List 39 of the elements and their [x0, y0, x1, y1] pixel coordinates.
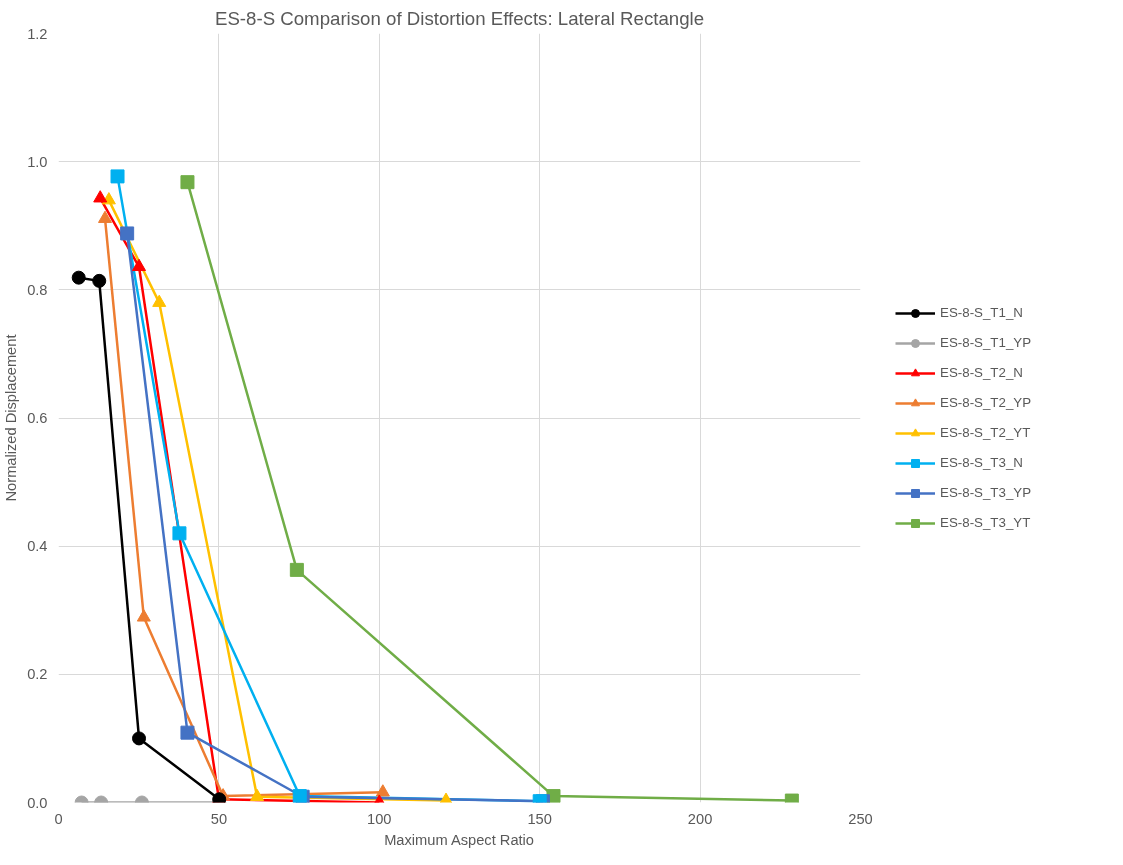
point: [289, 562, 304, 577]
x-axis-title: Maximum Aspect Ratio: [384, 831, 535, 848]
x-tick-label: 0: [54, 810, 63, 827]
point: [250, 788, 265, 801]
x-tick-label: 50: [210, 810, 228, 827]
x-tick-label: 250: [848, 810, 873, 827]
point: [152, 294, 167, 307]
point: [136, 609, 151, 622]
legend-label: ES-8-S_T2_YP: [940, 395, 1032, 410]
point: [71, 270, 86, 285]
point: [172, 526, 187, 541]
point: [110, 169, 125, 184]
point: [92, 273, 107, 288]
point: [180, 175, 195, 190]
point: [132, 258, 147, 272]
y-tick-label: 0.6: [27, 410, 48, 426]
point: [180, 725, 195, 740]
y-tick-label: 0.2: [27, 666, 48, 683]
legend-label: ES-8-S_T3_YP: [940, 485, 1032, 500]
y-tick-label: 1.2: [27, 25, 48, 42]
y-axis-title: Normalized Displacement: [3, 334, 20, 502]
x-tick-label: 200: [687, 810, 713, 827]
x-tick-label: 100: [367, 810, 392, 827]
y-tick-label: 0.0: [27, 794, 48, 811]
legend-label: ES-8-S_T3_YT: [940, 515, 1031, 530]
legend-label: ES-8-S_T1_N: [940, 305, 1023, 320]
legend-label: ES-8-S_T2_N: [940, 365, 1023, 380]
x-tick-label: 150: [527, 810, 552, 827]
y-tick-label: 0.4: [27, 538, 48, 555]
legend-label: ES-8-S_T2_YT: [940, 425, 1031, 440]
point: [98, 210, 113, 223]
chart-title: ES-8-S Comparison of Distortion Effects: Lateral Rectangle: [214, 7, 705, 29]
legend-label: ES-8-S_T1_YP: [940, 335, 1032, 350]
legend-label: ES-8-S_T3_N: [940, 455, 1023, 470]
y-tick-label: 0.8: [27, 281, 48, 298]
point: [375, 784, 390, 797]
y-tick-label: 1.0: [27, 153, 48, 170]
point: [120, 226, 135, 241]
point: [93, 190, 108, 203]
